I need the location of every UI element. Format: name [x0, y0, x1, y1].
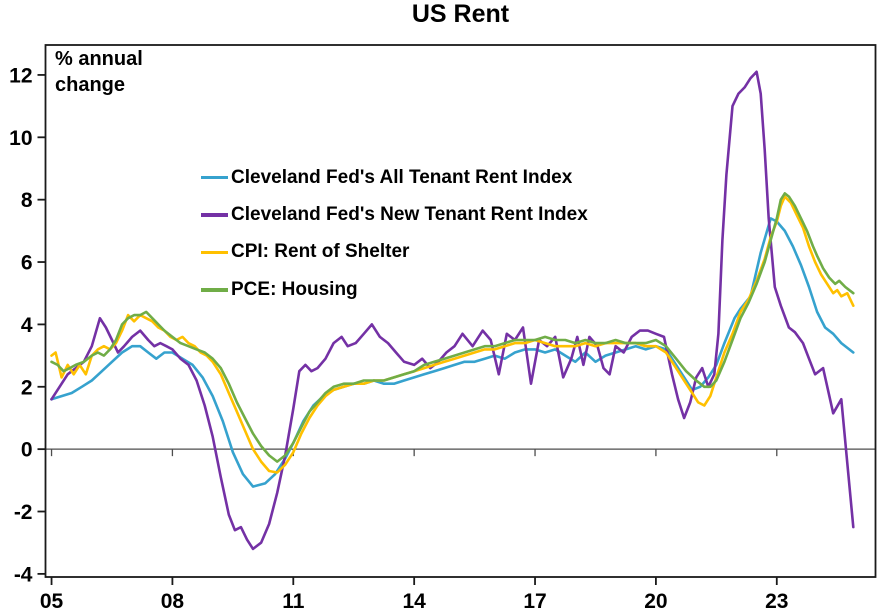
legend-swatch-pce-housing	[201, 288, 228, 292]
legend-swatch-cpi-rent	[201, 250, 228, 255]
y-tick-label: 6	[21, 252, 33, 275]
legend-item-cpi-rent: CPI: Rent of Shelter	[201, 234, 588, 271]
y-unit-line1: % annual	[55, 48, 143, 70]
y-tick-label: 10	[9, 127, 32, 150]
y-tick-label: 4	[21, 314, 33, 337]
series-line-3	[50, 192, 855, 463]
x-tick-label: 17	[523, 590, 546, 613]
y-tick-label: 12	[9, 64, 32, 87]
series-line-1	[50, 70, 855, 551]
legend-swatch-all-tenant	[201, 175, 228, 180]
x-tick-label: 08	[161, 590, 185, 613]
legend-label-pce-housing: PCE: Housing	[231, 278, 358, 300]
legend-swatch-new-tenant	[201, 213, 228, 217]
legend-item-all-tenant: Cleveland Fed's All Tenant Rent Index	[201, 159, 588, 196]
legend-label-cpi-rent: CPI: Rent of Shelter	[231, 241, 410, 263]
legend-item-pce-housing: PCE: Housing	[201, 271, 588, 308]
x-tick-label: 05	[40, 590, 64, 613]
plot-border	[44, 44, 877, 578]
y-tick-label: -2	[14, 501, 33, 524]
x-tick-label: 14	[402, 590, 426, 613]
y-tick-label: -4	[14, 563, 33, 586]
y-unit-line2: change	[55, 74, 126, 96]
chart-title: US Rent	[411, 0, 510, 28]
x-tick-label: 20	[644, 590, 667, 613]
legend-label-new-tenant: Cleveland Fed's New Tenant Rent Index	[231, 204, 588, 226]
legend-item-new-tenant: Cleveland Fed's New Tenant Rent Index	[201, 196, 588, 233]
legend: Cleveland Fed's All Tenant Rent Index Cl…	[201, 159, 588, 309]
legend-label-all-tenant: Cleveland Fed's All Tenant Rent Index	[231, 166, 573, 188]
y-tick-label: 8	[21, 189, 33, 212]
x-tick-label: 23	[765, 590, 788, 613]
y-axis-unit-label: % annual change	[55, 46, 143, 98]
y-tick-label: 2	[21, 376, 33, 399]
y-tick-label: 0	[21, 439, 33, 462]
x-tick-label: 11	[282, 590, 305, 613]
